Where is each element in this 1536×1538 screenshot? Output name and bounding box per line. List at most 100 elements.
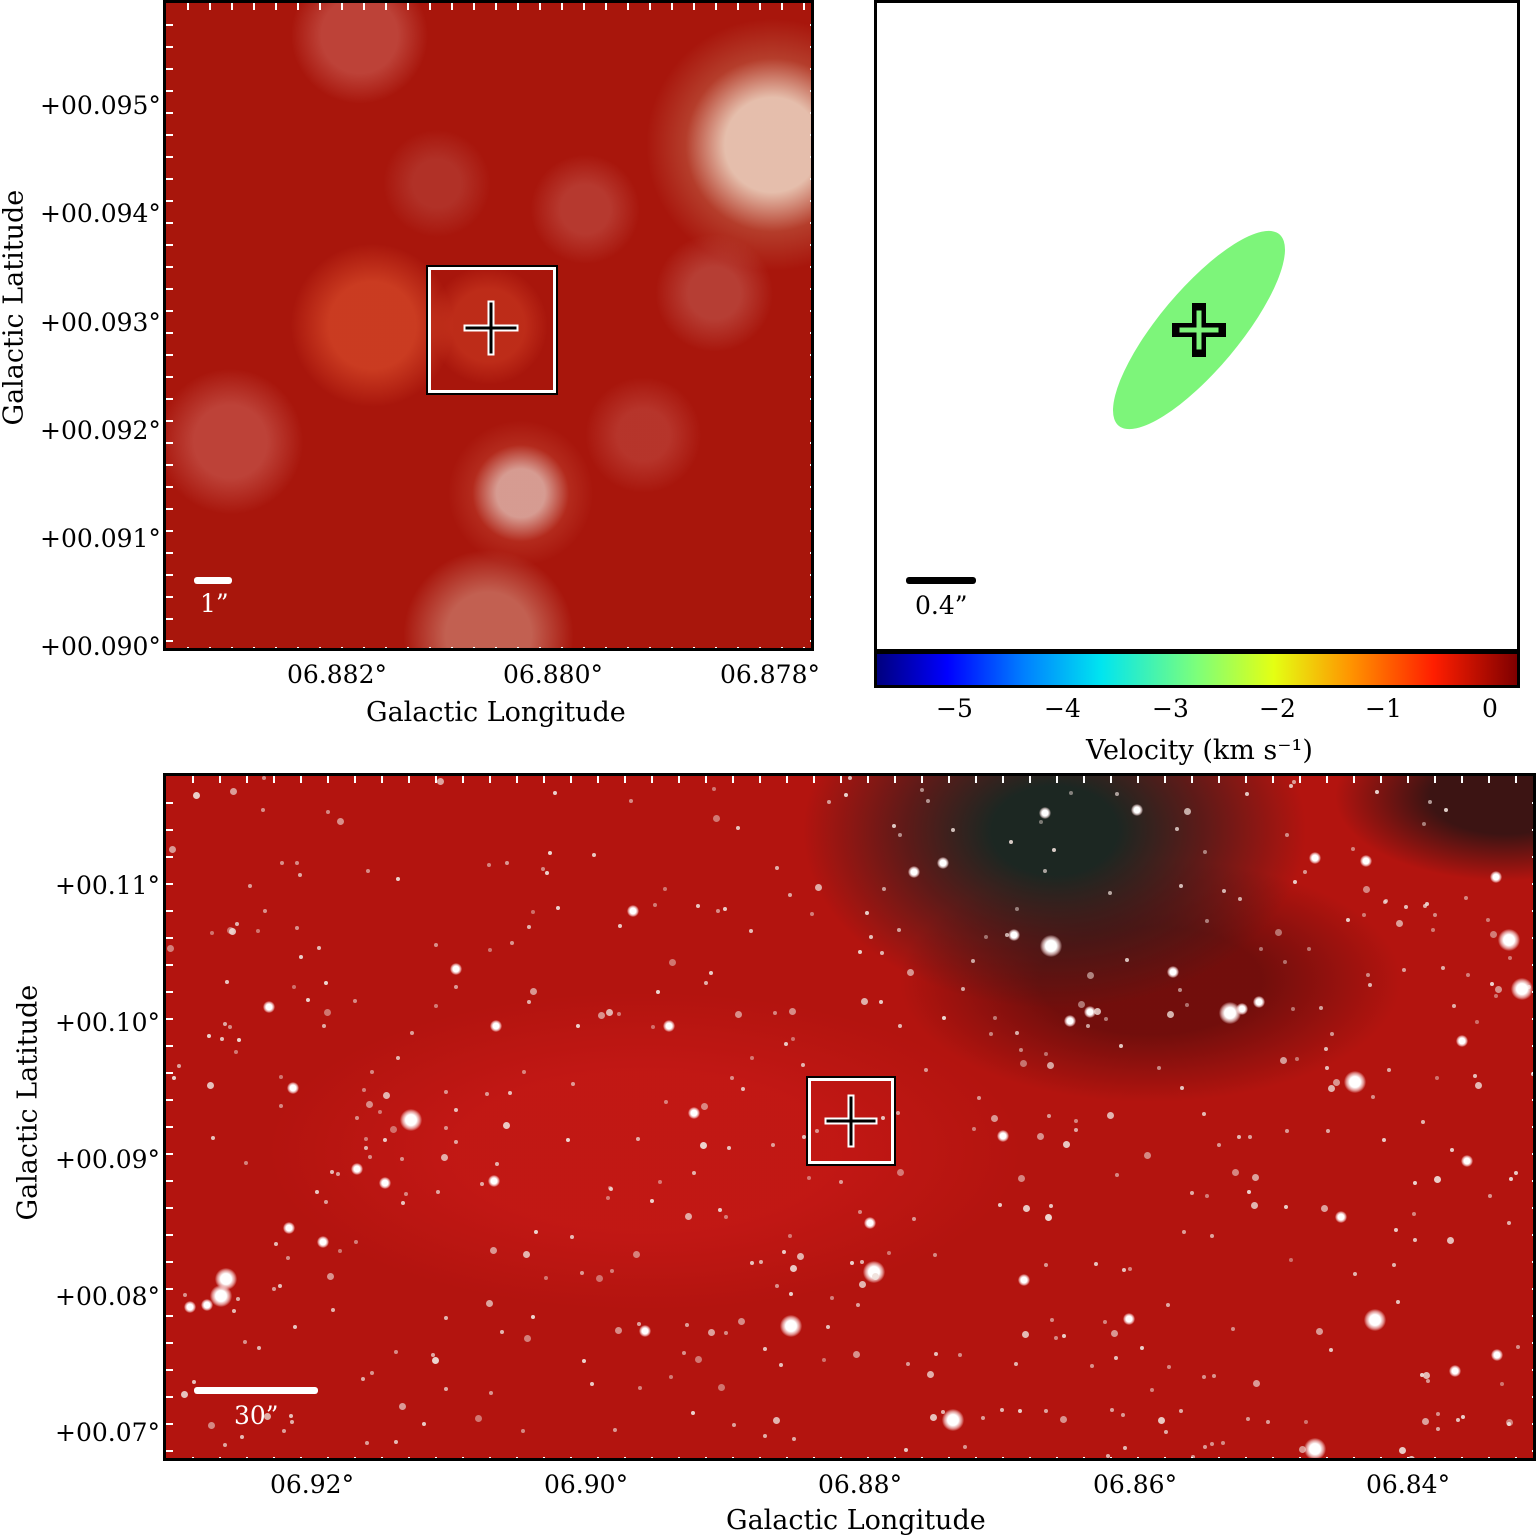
- star: [1436, 1426, 1441, 1431]
- star: [749, 1056, 754, 1061]
- star: [354, 1239, 359, 1244]
- star: [323, 981, 328, 986]
- zoom-image-panel: 1”: [163, 0, 814, 651]
- star: [1387, 1067, 1392, 1072]
- star: [191, 1380, 196, 1385]
- star: [480, 1182, 485, 1187]
- star: [552, 791, 557, 796]
- star: [444, 1386, 449, 1391]
- star: [829, 1296, 834, 1301]
- b-x-tick-1: 06.92°: [270, 1470, 355, 1499]
- star: [1460, 1414, 1465, 1419]
- star: [685, 1323, 690, 1328]
- star: [290, 1419, 295, 1424]
- star: [486, 1300, 494, 1308]
- star: [1435, 1412, 1440, 1417]
- star: [1039, 819, 1044, 824]
- star: [1202, 1111, 1207, 1116]
- star: [1018, 1273, 1031, 1286]
- star: [263, 1000, 276, 1013]
- star: [1049, 1318, 1054, 1323]
- star: [262, 908, 267, 913]
- star: [378, 1109, 383, 1114]
- star: [1221, 889, 1226, 894]
- velocity-colorbar: [874, 651, 1520, 688]
- star: [228, 928, 236, 936]
- star: [1087, 971, 1095, 979]
- star: [1309, 852, 1322, 865]
- star: [1090, 1364, 1095, 1369]
- star: [859, 1260, 864, 1265]
- star: [1203, 1445, 1208, 1450]
- star: [695, 1355, 703, 1363]
- b-y-tick-5: +00.07°: [55, 1418, 161, 1447]
- star: [225, 979, 230, 984]
- star: [305, 998, 310, 1003]
- star: [1460, 1155, 1473, 1168]
- star: [362, 1088, 367, 1093]
- star: [281, 1428, 286, 1433]
- star: [364, 1136, 369, 1141]
- star: [1513, 1171, 1518, 1176]
- star: [1108, 891, 1113, 896]
- star: [264, 1412, 272, 1420]
- star: [825, 1325, 830, 1330]
- star: [484, 1092, 489, 1097]
- star: [1289, 783, 1294, 788]
- star: [544, 870, 549, 875]
- star: [534, 1229, 539, 1234]
- velocity-scale-bar: [906, 577, 976, 584]
- star: [1230, 1326, 1235, 1331]
- star: [771, 1143, 776, 1148]
- star: [1181, 1230, 1186, 1235]
- star: [227, 1024, 232, 1029]
- b-x-tick-2: 06.90°: [544, 1470, 629, 1499]
- colorbar-tick-1: −5: [936, 694, 973, 723]
- star: [379, 1177, 392, 1190]
- star: [1419, 1372, 1424, 1377]
- star: [169, 846, 177, 854]
- star: [736, 826, 741, 831]
- star: [860, 998, 868, 1006]
- star: [1093, 1261, 1098, 1266]
- b-y-tick-2: +00.10°: [55, 1008, 161, 1037]
- star: [1184, 1003, 1189, 1008]
- star: [1144, 1151, 1152, 1159]
- star: [530, 1315, 535, 1320]
- star: [857, 1210, 862, 1215]
- star: [1498, 928, 1521, 951]
- star: [242, 1340, 247, 1345]
- star: [669, 1374, 674, 1379]
- star: [1077, 1000, 1085, 1008]
- star: [192, 791, 200, 799]
- star: [1244, 792, 1249, 797]
- tl-x-tick-1: 06.882°: [287, 660, 387, 689]
- star: [1366, 973, 1371, 978]
- star: [1049, 1203, 1054, 1208]
- star: [1018, 1175, 1026, 1183]
- star: [1298, 1446, 1306, 1454]
- star: [299, 954, 304, 959]
- star: [314, 1190, 319, 1195]
- star: [1362, 886, 1370, 894]
- star: [167, 945, 175, 953]
- star: [933, 1253, 938, 1258]
- star: [690, 1411, 695, 1416]
- star: [219, 1037, 224, 1042]
- star: [1184, 807, 1192, 815]
- star: [363, 1146, 368, 1151]
- star: [595, 1274, 603, 1282]
- star: [638, 1325, 651, 1338]
- star: [615, 1326, 623, 1334]
- wide-field-image-panel: 30”: [163, 773, 1536, 1461]
- star: [1131, 803, 1144, 816]
- star: [1283, 1205, 1288, 1210]
- star: [1425, 901, 1430, 906]
- star: [655, 989, 660, 994]
- star: [856, 1302, 861, 1307]
- tl-overlay: [166, 3, 811, 648]
- star: [209, 931, 214, 936]
- star: [997, 1203, 1002, 1207]
- star: [1398, 1447, 1406, 1455]
- b-x-axis-title: Galactic Longitude: [726, 1505, 986, 1536]
